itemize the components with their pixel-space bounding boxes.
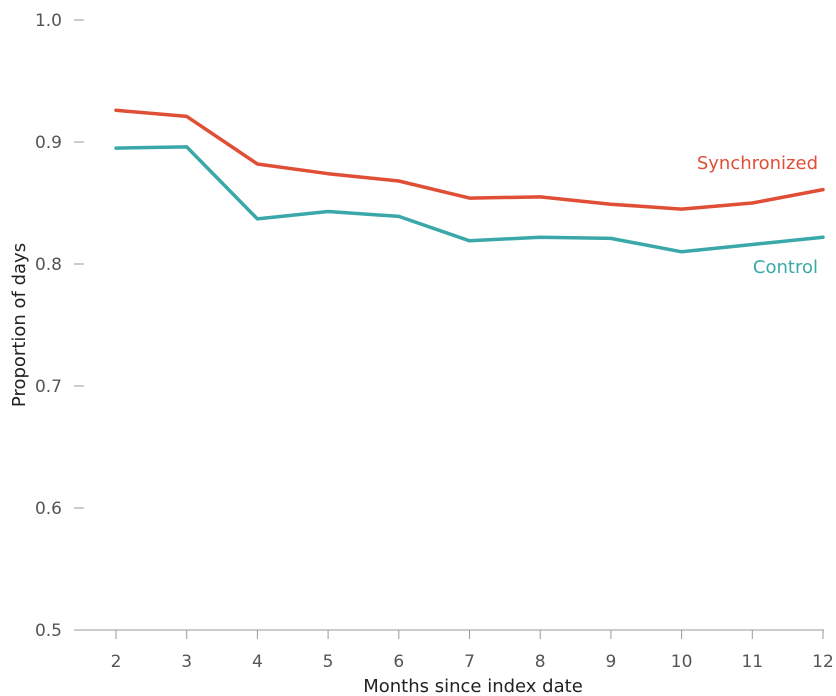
y-axis: 0.5 0.6 0.7 0.8 0.9 1.0 [35,11,84,641]
x-tick-label: 12 [812,652,834,672]
x-axis-title: Months since index date [363,676,583,696]
y-axis-title: Proportion of days [9,243,30,407]
x-axis: 2 3 4 5 6 7 8 9 10 11 12 [74,629,834,672]
y-tick-label: 0.7 [35,377,62,397]
y-tick-label: 0.9 [35,133,62,153]
series-labels: Synchronized Control [697,153,818,278]
x-tick-label: 2 [111,652,122,672]
series-line-control [114,145,825,254]
series-label-synchronized: Synchronized [697,153,818,174]
y-tick-label: 0.5 [35,621,62,641]
y-tick-label: 0.8 [35,255,62,275]
x-tick-label: 8 [535,652,546,672]
x-tick-label: 3 [181,652,192,672]
y-tick-label: 1.0 [35,11,62,31]
x-tick-label: 4 [252,652,263,672]
series-layer [114,108,825,254]
x-tick-label: 9 [605,652,616,672]
y-tick-label: 0.6 [35,499,62,519]
x-tick-label: 7 [464,652,475,672]
x-tick-label: 10 [671,652,693,672]
x-tick-label: 11 [741,652,763,672]
x-tick-label: 6 [393,652,404,672]
series-label-control: Control [753,257,818,278]
series-line-synchronized [114,108,825,211]
x-tick-label: 5 [323,652,334,672]
